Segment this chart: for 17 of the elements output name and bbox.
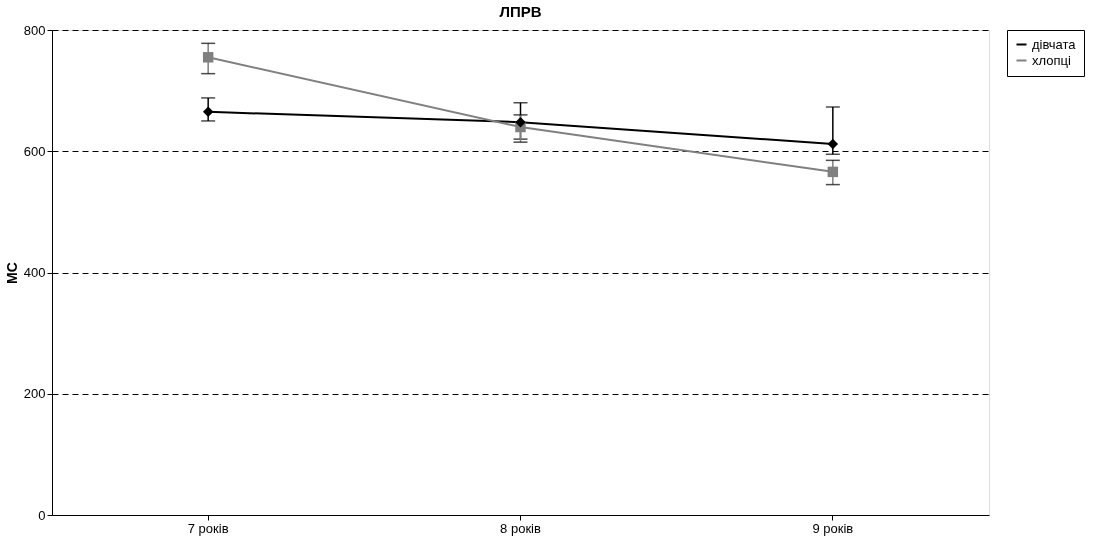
y-tick-label: 600 [23,143,46,159]
x-tick-label: 9 років [812,520,854,536]
point [202,106,214,118]
y-tick-label: 800 [23,22,46,38]
point [515,116,526,128]
legend-label: дівчата [1032,36,1077,52]
x-tick-label: 8 років [500,520,541,536]
point [827,138,839,150]
y-tick-label: 0 [38,507,46,523]
legend-label: хлопці [1032,52,1071,68]
point [827,166,839,178]
chart-title: ЛПРВ [499,3,542,20]
y-axis-title: МС [3,262,20,284]
y-tick-label: 400 [23,265,46,280]
x-tick-label: 7 років [187,520,229,536]
y-tick-label: 200 [23,386,46,402]
point [202,52,214,63]
